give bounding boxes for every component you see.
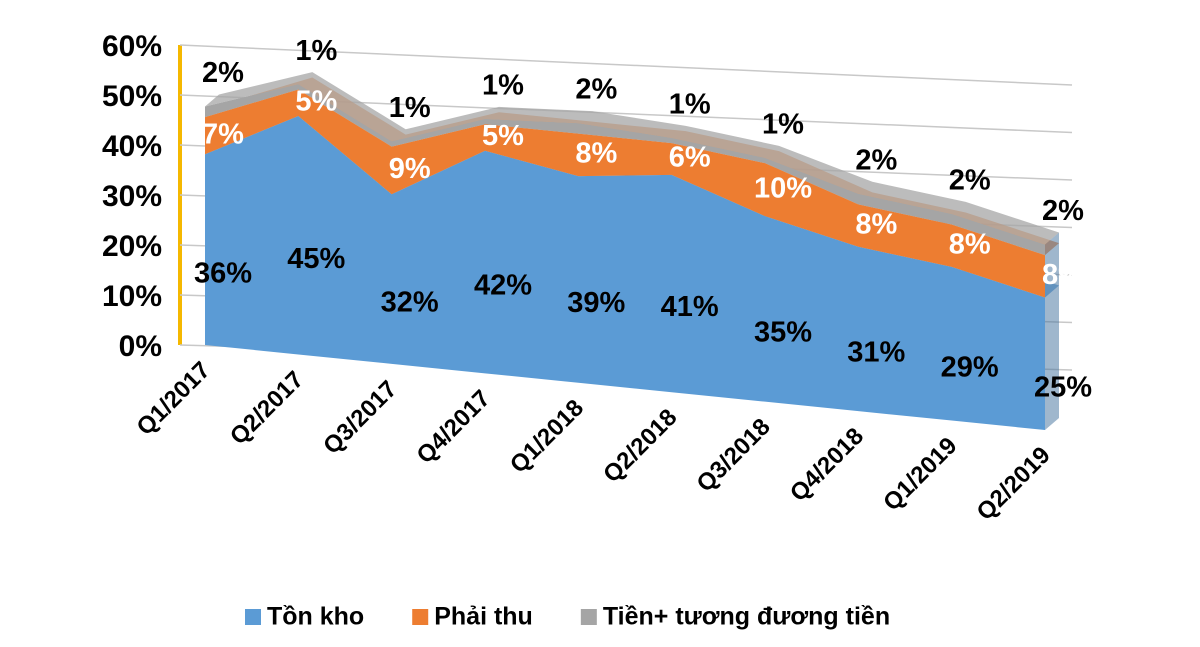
data-label: 8% (575, 138, 617, 170)
x-tick-label: Q1/2018 (505, 394, 589, 478)
data-label: 29% (941, 351, 999, 383)
x-tick-label: Q2/2018 (598, 404, 682, 488)
data-label: 1% (669, 88, 711, 120)
x-tick-label: Q3/2017 (318, 376, 402, 460)
data-label: 9% (389, 153, 431, 185)
x-tick-label: Q2/2017 (225, 366, 309, 450)
data-label: 35% (754, 317, 812, 349)
data-label: 36% (194, 257, 252, 289)
data-label: 1% (762, 109, 804, 141)
y-tick-label: 20% (102, 230, 162, 263)
area (205, 115, 1045, 430)
area-side (1045, 232, 1059, 430)
data-label: 10% (754, 172, 812, 204)
x-tick-label: Q4/2017 (412, 385, 496, 469)
data-label: 8% (1042, 259, 1084, 291)
legend-label: Phải thu (434, 603, 533, 631)
grid-line (179, 44, 1073, 86)
data-label: 2% (855, 144, 897, 176)
x-tick-label: Q4/2018 (785, 423, 869, 507)
x-tick-label: Q3/2018 (692, 413, 776, 497)
y-tick-label: 0% (119, 330, 162, 363)
data-label: 45% (287, 243, 345, 275)
data-label: 2% (1042, 195, 1084, 227)
data-label: 32% (381, 287, 439, 319)
legend-label: Tồn kho (267, 603, 364, 631)
x-tick-label: Q2/2019 (972, 442, 1056, 526)
legend-swatch (245, 609, 261, 625)
data-label: 25% (1034, 371, 1092, 403)
data-label: 2% (202, 57, 244, 89)
data-label: 2% (949, 165, 991, 197)
data-label: 39% (567, 287, 625, 319)
data-label: 8% (855, 208, 897, 240)
data-label: 8% (949, 228, 991, 260)
y-tick-label: 60% (102, 30, 162, 63)
y-tick-label: 50% (102, 80, 162, 113)
x-tick-label: Q1/2017 (132, 357, 216, 441)
area (205, 89, 1045, 298)
data-label: 7% (202, 118, 244, 150)
data-label: 1% (389, 92, 431, 124)
data-label: 5% (482, 120, 524, 152)
data-label: 1% (482, 70, 524, 102)
data-label: 6% (669, 142, 711, 174)
data-label: 41% (661, 291, 719, 323)
y-tick-label: 10% (102, 280, 162, 313)
data-label: 42% (474, 270, 532, 302)
data-label: 31% (847, 337, 905, 369)
legend-swatch (580, 609, 597, 625)
x-tick-label: Q1/2019 (878, 432, 962, 516)
legend-swatch (412, 609, 429, 625)
data-label: 1% (295, 35, 337, 67)
data-label: 2% (575, 74, 617, 106)
legend-label: Tiền+ tương đương tiền (603, 603, 890, 631)
y-tick-label: 30% (102, 180, 162, 213)
data-label: 5% (295, 85, 337, 117)
y-tick-label: 40% (102, 130, 162, 163)
